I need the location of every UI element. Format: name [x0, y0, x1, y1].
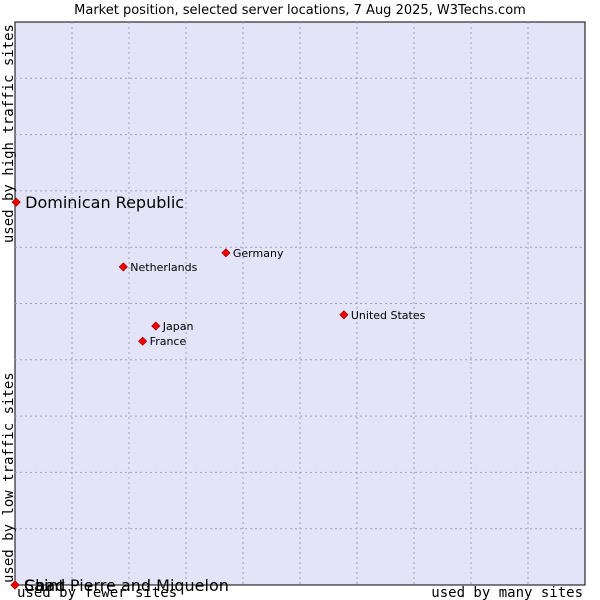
point-marker-germany	[221, 248, 231, 258]
point-label-united-states: United States	[351, 309, 426, 322]
point-label-netherlands: Netherlands	[130, 261, 197, 274]
point-marker-united-states	[339, 310, 349, 320]
point-label-chad: Chad	[24, 576, 65, 595]
point-label-saint-pierre-and-miquelon: Saint Pierre and Miquelon	[24, 576, 229, 595]
data-points: Dominican Republic Germany Netherlands Unit…	[10, 193, 426, 595]
point-marker-france	[138, 336, 148, 346]
point-label-dominican-republic: Dominican Republic	[25, 193, 184, 212]
point-marker-japan	[151, 321, 161, 331]
point-label-japan: Japan	[162, 320, 194, 333]
point-label-germany: Germany	[233, 247, 284, 260]
chart-title: Market position, selected server locatio…	[74, 3, 526, 18]
grid-lines	[15, 22, 585, 585]
point-marker-netherlands	[118, 262, 128, 272]
x-axis-label-left: used by fewer sites	[17, 585, 177, 600]
y-axis-label-bottom: used by low traffic sites	[1, 372, 17, 583]
y-axis-label-top: used by high traffic sites	[1, 24, 17, 243]
point-marker-saint-pierre-and-miquelon	[10, 580, 20, 590]
x-axis-label-right: used by many sites	[431, 585, 583, 600]
point-marker-dominican-republic	[11, 197, 21, 207]
point-label-france: France	[150, 335, 187, 348]
